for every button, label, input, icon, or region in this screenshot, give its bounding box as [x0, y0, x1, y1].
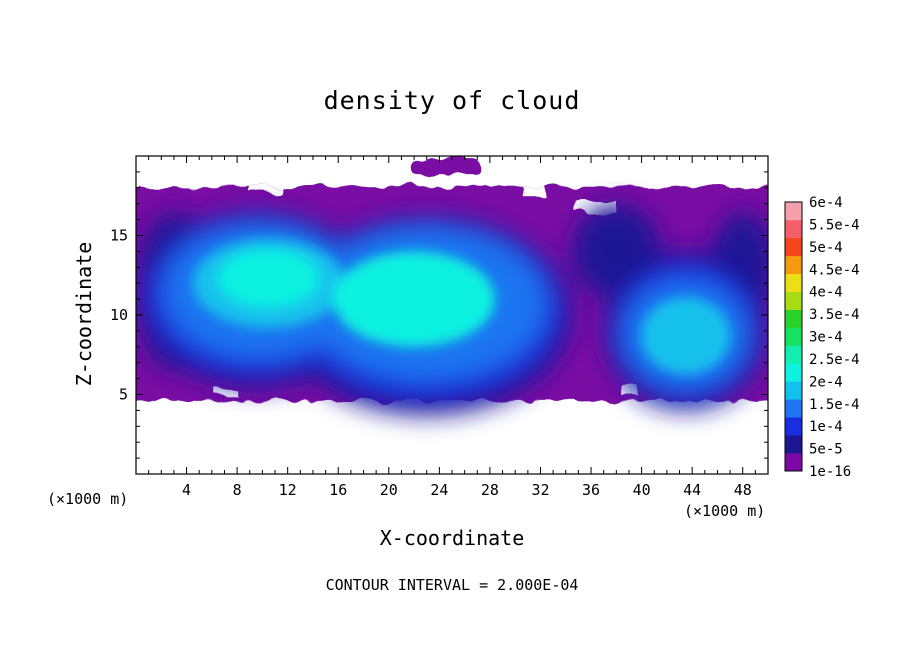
- cloud-gap-3: [622, 386, 639, 397]
- x-tick-label: 8: [233, 481, 242, 499]
- colorbar-label: 1e-16: [809, 464, 851, 480]
- cloud-gap-4: [218, 391, 239, 398]
- y-axis-label: Z-coordinate: [72, 241, 96, 387]
- chart-title: density of cloud: [323, 86, 581, 115]
- colorbar-label: 5e-5: [809, 442, 843, 458]
- band-4: [572, 203, 661, 300]
- colorbar-swatch: [785, 309, 802, 328]
- colorbar-swatch: [785, 219, 802, 239]
- core-3: [641, 297, 731, 374]
- colorbar-swatch: [785, 237, 802, 257]
- colorbar-label: 2.5e-4: [809, 352, 860, 368]
- cloud-gap-2: [249, 186, 280, 193]
- colorbar-label: 5e-4: [809, 240, 843, 256]
- x-tick-label: 20: [380, 481, 398, 499]
- cloud-gap-0: [522, 186, 545, 197]
- x-tick-label: 28: [481, 481, 499, 499]
- contour-interval-label: CONTOUR INTERVAL = 2.000E-04: [325, 576, 579, 594]
- colorbar: 1e-16 5e-5 1e-4 1.5e-4 2e-4 2.5e-4 3e-4 3.5e-4 4…: [784, 195, 860, 480]
- colorbar-swatch: [785, 381, 802, 400]
- colorbar-label: 3.5e-4: [809, 307, 860, 323]
- x-tick-label: 12: [279, 481, 297, 499]
- x-tick-label: 32: [531, 481, 549, 499]
- cloud-density-field: [136, 159, 768, 416]
- cloud-cores: [192, 238, 731, 374]
- colorbar-swatch: [785, 273, 802, 292]
- colorbar-swatch: [785, 453, 802, 472]
- y-tick-label: 5: [119, 386, 128, 404]
- colorbar-swatch: [785, 399, 802, 418]
- x-unit-label: (×1000 m): [684, 502, 766, 520]
- x-tick-label: 48: [734, 481, 752, 499]
- x-tick-label: 36: [582, 481, 600, 499]
- x-tick-label: 40: [633, 481, 651, 499]
- colorbar-label: 3e-4: [809, 330, 843, 346]
- colorbar-frame: [784, 201, 803, 472]
- x-tick-label: 4: [182, 481, 191, 499]
- upper-cloud-patch: [410, 159, 482, 176]
- colorbar-label: 1.5e-4: [809, 397, 860, 413]
- colorbar-swatch: [785, 345, 802, 364]
- x-tick-label: 24: [430, 481, 448, 499]
- core-4: [218, 249, 320, 308]
- colorbar-swatch: [785, 327, 802, 346]
- colorbar-swatch: [785, 417, 802, 436]
- x-tick-label: 44: [683, 481, 701, 499]
- colorbar-swatch: [785, 255, 802, 275]
- colorbar-swatch: [785, 363, 802, 382]
- colorbar-swatch: [785, 435, 802, 454]
- colorbar-label: 4e-4: [809, 285, 843, 301]
- y-tick-label: 15: [110, 227, 128, 245]
- x-tick-label: 16: [329, 481, 347, 499]
- colorbar-label: 6e-4: [809, 195, 843, 211]
- colorbar-label: 4.5e-4: [809, 262, 860, 278]
- z-unit-label: (×1000 m): [47, 490, 129, 508]
- colorbar-swatch: [785, 291, 802, 310]
- core-2: [363, 262, 478, 327]
- colorbar-swatch: [785, 202, 802, 221]
- colorbar-label: 1e-4: [809, 419, 843, 435]
- colorbar-label: 5.5e-4: [809, 217, 860, 233]
- y-tick-label: 10: [110, 306, 128, 324]
- colorbar-label: 2e-4: [809, 374, 843, 390]
- x-axis-label: X-coordinate: [379, 526, 525, 550]
